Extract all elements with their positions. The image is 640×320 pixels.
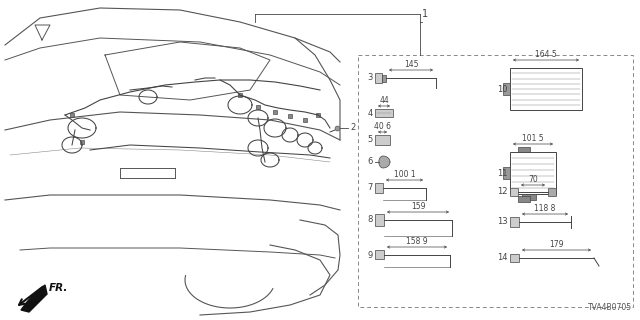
Bar [375, 73, 382, 83]
Text: 14: 14 [497, 253, 508, 262]
Text: 7: 7 [367, 183, 373, 193]
Text: 6: 6 [367, 157, 373, 166]
Bar [510, 188, 518, 196]
Bar [518, 196, 530, 202]
Polygon shape [21, 285, 47, 312]
Bar [510, 217, 519, 227]
Bar [375, 109, 393, 117]
Text: 70: 70 [528, 175, 538, 184]
Text: 2: 2 [350, 124, 355, 132]
Bar [518, 147, 530, 152]
Text: TVA4B0705: TVA4B0705 [588, 303, 632, 312]
Bar [273, 110, 276, 114]
Bar [375, 183, 383, 193]
Text: 44: 44 [379, 96, 389, 105]
Text: 10: 10 [497, 84, 508, 93]
Bar [375, 135, 390, 145]
Bar [510, 254, 519, 262]
Bar [358, 55, 633, 307]
Bar [522, 194, 536, 200]
Bar [316, 113, 320, 117]
Text: 145: 145 [404, 60, 419, 69]
Text: 12: 12 [497, 188, 508, 196]
Text: 40 6: 40 6 [374, 122, 391, 131]
Text: 158 9: 158 9 [406, 237, 428, 246]
Bar [382, 75, 386, 82]
Text: 159: 159 [411, 202, 425, 211]
Bar [503, 83, 510, 95]
Bar [80, 140, 84, 144]
Text: 8: 8 [367, 215, 373, 225]
Bar [510, 152, 556, 194]
Bar [238, 93, 242, 97]
Bar [548, 188, 556, 196]
Bar [375, 214, 384, 226]
Text: FR.: FR. [49, 283, 68, 293]
Text: 100 1: 100 1 [394, 170, 415, 179]
Text: 118 8: 118 8 [534, 204, 556, 213]
Text: 3: 3 [367, 74, 373, 83]
Text: 13: 13 [497, 218, 508, 227]
Text: 5: 5 [368, 135, 373, 145]
Bar [288, 114, 292, 118]
Bar [303, 118, 307, 122]
Bar [375, 250, 384, 259]
Text: 11: 11 [497, 169, 508, 178]
Bar [510, 68, 582, 110]
Text: 101 5: 101 5 [522, 134, 544, 143]
Polygon shape [379, 156, 390, 168]
Bar [503, 167, 510, 179]
Text: 4: 4 [368, 108, 373, 117]
Text: 9: 9 [368, 251, 373, 260]
Bar [70, 113, 74, 117]
Text: 164 5: 164 5 [535, 50, 557, 59]
Text: 1: 1 [422, 9, 428, 19]
Bar [256, 105, 260, 109]
Text: 179: 179 [549, 240, 564, 249]
